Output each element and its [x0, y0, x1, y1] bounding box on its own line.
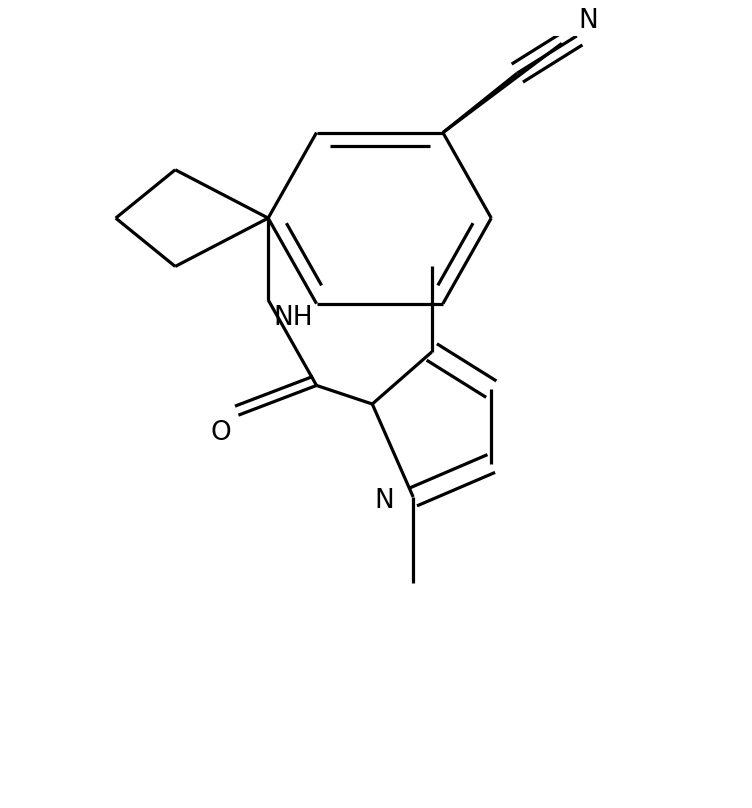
Text: O: O	[211, 420, 231, 446]
Text: N: N	[374, 488, 395, 514]
Text: NH: NH	[274, 305, 313, 331]
Text: N: N	[578, 8, 598, 35]
